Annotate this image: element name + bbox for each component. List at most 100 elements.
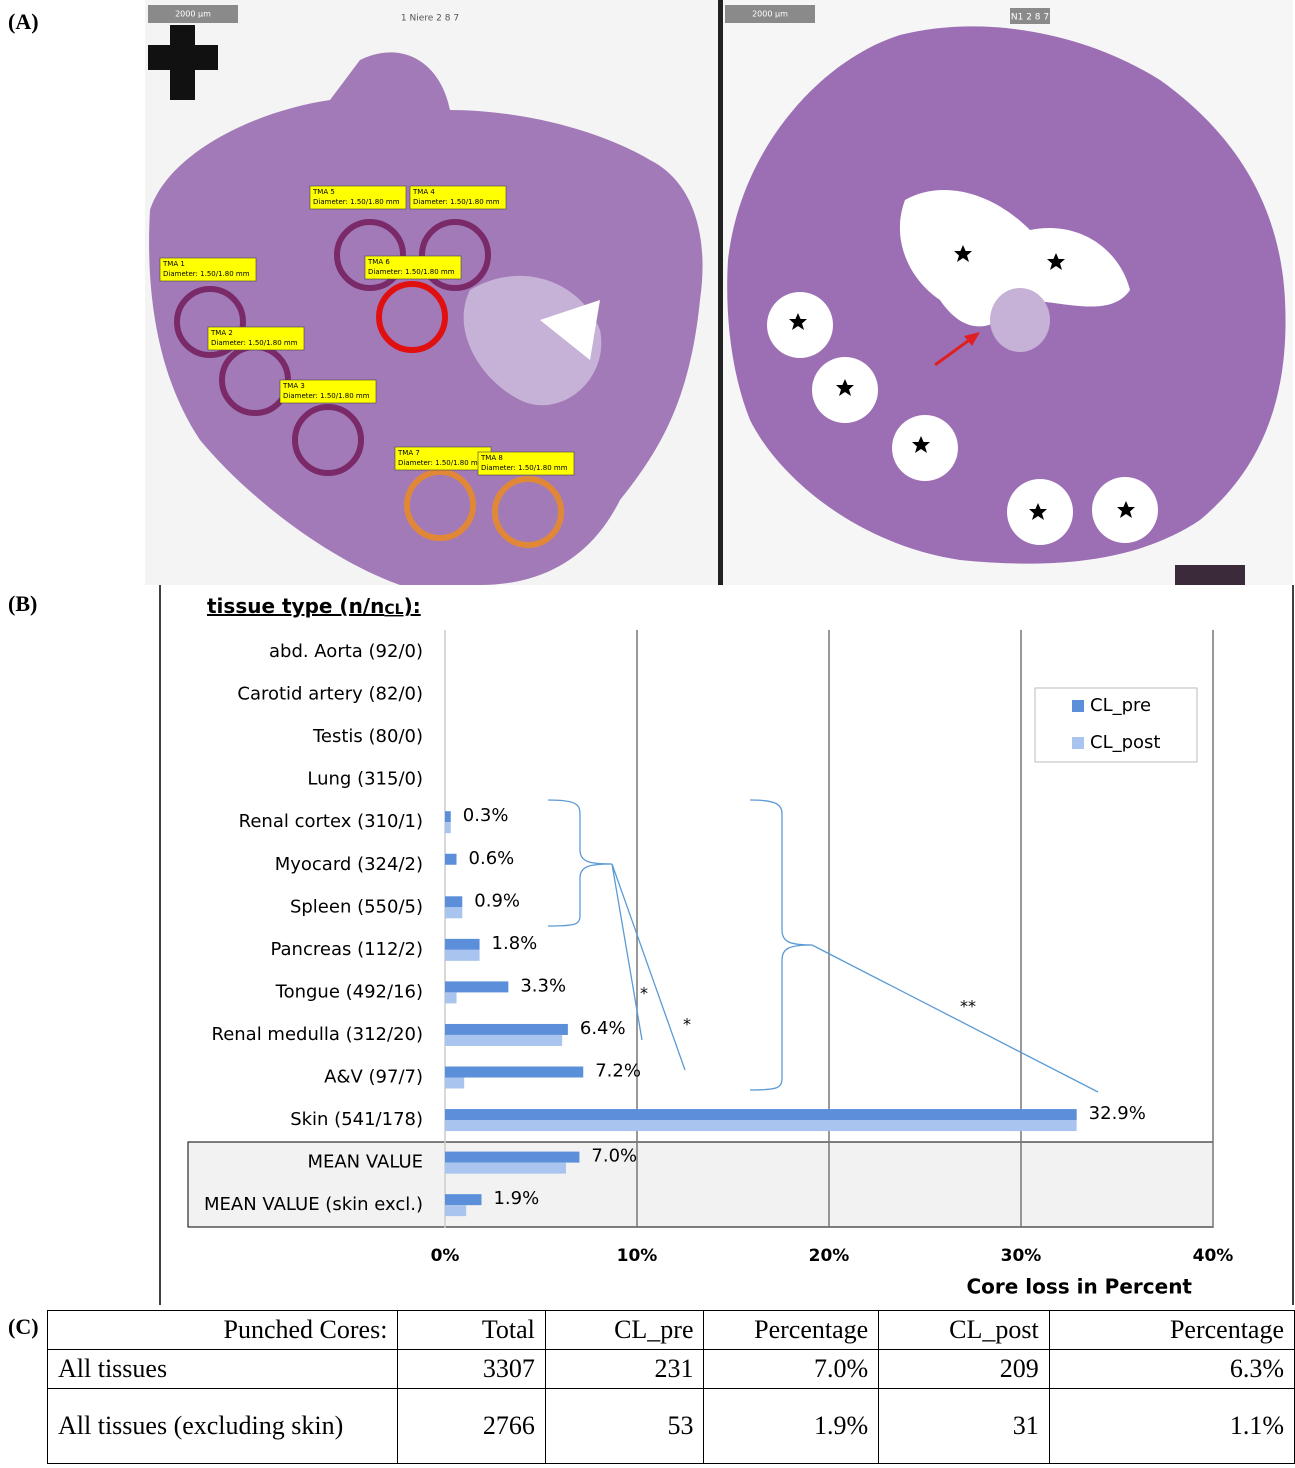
image-title: 1 Niere 2 8 7 bbox=[401, 14, 459, 24]
value-label: 7.2% bbox=[595, 1061, 641, 1082]
bar bbox=[445, 1078, 464, 1089]
bar bbox=[445, 1152, 579, 1163]
value-label: 6.4% bbox=[580, 1018, 626, 1039]
table-cell: All tissues (excluding skin) bbox=[48, 1389, 398, 1464]
legend-swatch bbox=[1072, 700, 1084, 712]
legend-swatch bbox=[1072, 737, 1084, 749]
table-row: All tissues33072317.0%2096.3% bbox=[48, 1350, 1295, 1389]
y-tick-label: A&V (97/7) bbox=[324, 1067, 423, 1088]
table-cell: 209 bbox=[879, 1350, 1050, 1389]
tma-label-text: Diameter: 1.50/1.80 mm bbox=[211, 339, 298, 347]
value-label: 32.9% bbox=[1089, 1103, 1146, 1124]
value-label: 1.8% bbox=[492, 933, 538, 954]
brackets bbox=[548, 800, 1098, 1092]
bar bbox=[445, 907, 462, 918]
table-cell: 2766 bbox=[398, 1389, 545, 1464]
image-title: N1 2 8 7 bbox=[1011, 13, 1049, 23]
value-label: 0.6% bbox=[469, 848, 515, 869]
y-tick-label: Spleen (550/5) bbox=[290, 896, 423, 917]
tma-label-title: TMA 1 bbox=[162, 260, 185, 268]
bar bbox=[445, 1194, 481, 1205]
bar bbox=[445, 1205, 466, 1216]
table-cell: Punched Cores: bbox=[48, 1311, 398, 1350]
title-part: ): bbox=[404, 594, 421, 618]
value-label: 7.0% bbox=[591, 1146, 637, 1167]
bar bbox=[445, 811, 451, 822]
y-tick-label: Lung (315/0) bbox=[307, 769, 423, 790]
scale-label: 2000 µm bbox=[175, 10, 211, 19]
tma-label-title: TMA 8 bbox=[480, 454, 503, 462]
bar bbox=[445, 1120, 1077, 1131]
panel-label: (B) bbox=[8, 591, 37, 616]
tma-label-text: Diameter: 1.50/1.80 mm bbox=[481, 464, 568, 472]
bar bbox=[445, 939, 480, 950]
table-cell: All tissues bbox=[48, 1350, 398, 1389]
figure: (A) 2000 µm 1 Niere 2 8 7 2000 µm N1 2 8… bbox=[0, 0, 1295, 1310]
table-cell: 6.3% bbox=[1049, 1350, 1294, 1389]
artifact bbox=[1175, 565, 1245, 585]
value-label: 3.3% bbox=[520, 975, 566, 996]
table-cell: CL_post bbox=[879, 1311, 1050, 1350]
tma-label-text: Diameter: 1.50/1.80 mm bbox=[163, 270, 250, 278]
legend-label: CL_post bbox=[1090, 732, 1160, 753]
tma-label-text: Diameter: 1.50/1.80 mm bbox=[368, 268, 455, 276]
legend-label: CL_pre bbox=[1090, 695, 1151, 716]
bar bbox=[445, 992, 457, 1003]
bar bbox=[445, 1024, 568, 1035]
panel-label: (A) bbox=[8, 9, 39, 34]
tma-label-text: Diameter: 1.50/1.80 mm bbox=[283, 392, 370, 400]
y-tick-label: abd. Aorta (92/0) bbox=[269, 641, 423, 662]
bar bbox=[445, 1035, 562, 1046]
bar bbox=[445, 896, 462, 907]
page: (A) 2000 µm 1 Niere 2 8 7 2000 µm N1 2 8… bbox=[0, 0, 1295, 1468]
value-label: 1.9% bbox=[493, 1188, 539, 1209]
tma-label-text: Diameter: 1.50/1.80 mm bbox=[413, 198, 500, 206]
table-cell: CL_pre bbox=[545, 1311, 704, 1350]
bar bbox=[445, 1067, 583, 1078]
y-tick-label: Renal medulla (312/20) bbox=[212, 1024, 424, 1045]
bar bbox=[445, 981, 508, 992]
table-cell: 3307 bbox=[398, 1350, 545, 1389]
divider bbox=[718, 0, 723, 585]
table-cell: 31 bbox=[879, 1389, 1050, 1464]
table-cell: 231 bbox=[545, 1350, 704, 1389]
bar bbox=[445, 1109, 1077, 1120]
y-tick-label: Renal cortex (310/1) bbox=[239, 811, 423, 832]
x-tick-label: 40% bbox=[1193, 1246, 1234, 1266]
x-tick-label: 0% bbox=[431, 1246, 460, 1266]
x-tick-label: 20% bbox=[809, 1246, 850, 1266]
y-tick-label: Carotid artery (82/0) bbox=[237, 684, 423, 705]
y-axis-title: tissue type (n/nCL): bbox=[207, 594, 421, 619]
annotation: ** bbox=[960, 997, 976, 1016]
table-cell: 1.9% bbox=[704, 1389, 879, 1464]
tma-label-text: Diameter: 1.50/1.80 mm bbox=[398, 459, 485, 467]
table-cell: 1.1% bbox=[1049, 1389, 1294, 1464]
y-tick-label: Testis (80/0) bbox=[312, 726, 423, 747]
table-cell: Percentage bbox=[704, 1311, 879, 1350]
value-label: 0.9% bbox=[474, 890, 520, 911]
table-cell: 7.0% bbox=[704, 1350, 879, 1389]
y-tick-label: Skin (541/178) bbox=[290, 1109, 423, 1130]
y-tick-label: Pancreas (112/2) bbox=[270, 939, 423, 960]
x-tick-label: 10% bbox=[617, 1246, 658, 1266]
scale-label: 2000 µm bbox=[752, 10, 788, 19]
tma-label-title: TMA 4 bbox=[412, 188, 435, 196]
title-sub: CL bbox=[384, 602, 403, 618]
annotation: * bbox=[640, 984, 648, 1003]
annotation: * bbox=[683, 1015, 691, 1034]
marker bbox=[170, 25, 195, 100]
y-tick-label: MEAN VALUE bbox=[307, 1152, 423, 1173]
bar bbox=[445, 822, 451, 833]
tma-label-title: TMA 6 bbox=[367, 258, 390, 266]
table-cell: Percentage bbox=[1049, 1311, 1294, 1350]
y-tick-label: Tongue (492/16) bbox=[275, 981, 423, 1002]
bar bbox=[445, 854, 457, 865]
tma-label-title: TMA 2 bbox=[210, 329, 233, 337]
panel-label: (C) bbox=[8, 1314, 39, 1340]
core bbox=[990, 288, 1050, 352]
bar bbox=[445, 950, 480, 961]
tma-label-title: TMA 3 bbox=[282, 382, 305, 390]
